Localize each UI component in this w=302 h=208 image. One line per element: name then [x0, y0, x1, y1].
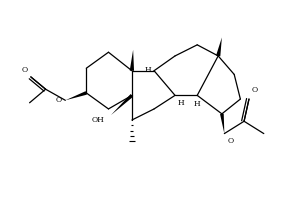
Text: O: O — [56, 96, 62, 104]
Polygon shape — [216, 37, 222, 56]
Polygon shape — [65, 91, 87, 100]
Text: OH: OH — [92, 116, 105, 124]
Polygon shape — [220, 114, 224, 134]
Text: O: O — [252, 86, 258, 94]
Text: H: H — [178, 99, 184, 107]
Text: O: O — [228, 137, 234, 145]
Text: H: H — [194, 100, 201, 108]
Text: O: O — [21, 66, 28, 74]
Text: H: H — [145, 66, 152, 74]
Polygon shape — [111, 94, 133, 115]
Polygon shape — [130, 50, 134, 71]
